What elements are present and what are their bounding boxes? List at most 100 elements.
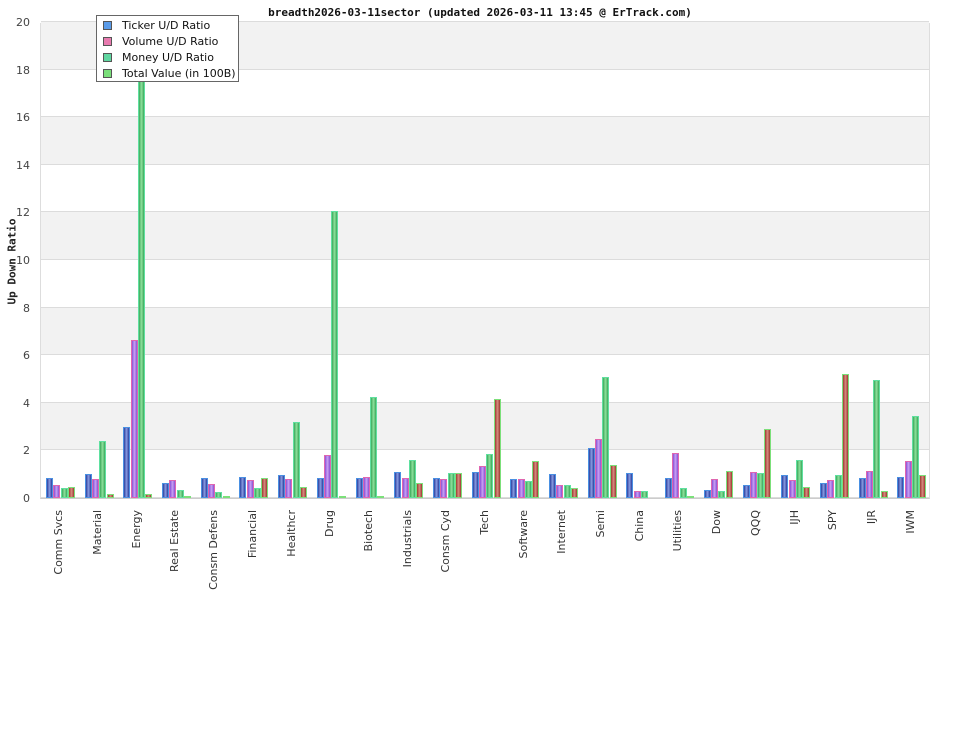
bar-ticker-u-d-ratio [510, 478, 518, 498]
x-tick-label: Internet [555, 510, 569, 554]
bar-ticker-u-d-ratio [587, 448, 595, 498]
bar-volume-u-d-ratio [865, 470, 873, 498]
bar-volume-u-d-ratio [595, 438, 603, 498]
gridline [41, 163, 929, 165]
y-tick-label: 0 [23, 492, 30, 505]
bar-money-u-d-ratio [911, 415, 919, 498]
bar-volume-u-d-ratio [517, 478, 525, 498]
bar-ticker-u-d-ratio [858, 477, 866, 498]
gridline [41, 354, 929, 356]
bar-money-u-d-ratio [370, 396, 378, 498]
bar-volume-u-d-ratio [362, 476, 370, 498]
bar-total-value-in-100b- [803, 487, 811, 498]
gridline [41, 211, 929, 213]
bar-total-value-in-100b- [880, 490, 888, 498]
legend-item: Money U/D Ratio [103, 50, 214, 64]
bar-total-value-in-100b- [106, 494, 114, 498]
bar-volume-u-d-ratio [711, 478, 719, 498]
bar-money-u-d-ratio [641, 490, 649, 498]
legend: Ticker U/D Ratio Volume U/D Ratio Money U/… [96, 15, 239, 82]
x-tick-label: Utilities [671, 510, 685, 552]
bar-total-value-in-100b- [338, 495, 346, 498]
bar-ticker-u-d-ratio [84, 474, 92, 498]
bar-money-u-d-ratio [447, 473, 455, 498]
bar-ticker-u-d-ratio [239, 476, 247, 498]
bar-ticker-u-d-ratio [316, 477, 324, 498]
y-tick-label: 16 [16, 111, 30, 125]
x-tick-label: IWM [903, 510, 917, 534]
plot-area [40, 21, 930, 499]
grid-band [41, 212, 929, 260]
chart-title: breadth2026-03-11sector (updated 2026-03… [268, 6, 692, 19]
x-tick-label: SPY [826, 510, 840, 531]
legend-label: Total Value (in 100B) [122, 66, 236, 80]
gridline [41, 306, 929, 308]
x-tick-label: China [632, 510, 646, 542]
legend-swatch-icon [103, 68, 112, 78]
bar-ticker-u-d-ratio [742, 484, 750, 498]
bar-volume-u-d-ratio [169, 480, 177, 498]
legend-swatch-icon [103, 20, 112, 30]
x-tick-label: Biotech [361, 510, 375, 552]
grid-band [41, 117, 929, 165]
y-tick-label: 14 [16, 158, 30, 172]
bar-money-u-d-ratio [331, 211, 339, 498]
bar-volume-u-d-ratio [324, 455, 332, 498]
y-tick-label: 8 [23, 301, 30, 315]
bar-volume-u-d-ratio [130, 339, 138, 498]
bar-volume-u-d-ratio [440, 478, 448, 498]
bar-ticker-u-d-ratio [665, 477, 673, 498]
x-tick-label: Dow [710, 510, 724, 535]
bar-money-u-d-ratio [679, 488, 687, 498]
bar-volume-u-d-ratio [827, 480, 835, 498]
gridline [41, 401, 929, 403]
bar-total-value-in-100b- [300, 487, 308, 498]
grid-band [41, 355, 929, 403]
bar-volume-u-d-ratio [401, 477, 409, 498]
bar-total-value-in-100b- [609, 464, 617, 498]
x-tick-label: Comm Svcs [52, 510, 66, 575]
bar-money-u-d-ratio [602, 376, 610, 498]
bar-volume-u-d-ratio [91, 478, 99, 498]
bar-total-value-in-100b- [261, 477, 269, 498]
y-tick-label: 2 [23, 444, 30, 458]
bar-ticker-u-d-ratio [123, 426, 131, 498]
bar-money-u-d-ratio [795, 459, 803, 498]
bar-total-value-in-100b- [145, 494, 153, 498]
bar-volume-u-d-ratio [208, 483, 216, 498]
y-tick-label: 20 [16, 16, 30, 29]
bar-total-value-in-100b- [725, 470, 733, 498]
x-tick-label: Energy [129, 510, 143, 549]
bar-money-u-d-ratio [524, 481, 532, 498]
bar-volume-u-d-ratio [478, 465, 486, 498]
legend-item: Total Value (in 100B) [103, 66, 236, 80]
x-tick-label: IJH [787, 510, 801, 525]
bar-volume-u-d-ratio [904, 461, 912, 498]
bar-money-u-d-ratio [137, 79, 145, 498]
x-tick-label: Software [516, 510, 530, 559]
bar-total-value-in-100b- [183, 495, 191, 498]
legend-label: Ticker U/D Ratio [122, 18, 211, 32]
legend-swatch-icon [103, 52, 112, 62]
x-tick-label: Semi [594, 510, 608, 538]
bar-total-value-in-100b- [454, 473, 462, 498]
y-tick-label: 10 [16, 254, 30, 267]
bar-volume-u-d-ratio [246, 480, 254, 498]
bar-volume-u-d-ratio [749, 471, 757, 498]
grid-band [41, 260, 929, 308]
bar-money-u-d-ratio [254, 488, 262, 498]
bar-ticker-u-d-ratio [471, 471, 479, 498]
bar-total-value-in-100b- [222, 495, 230, 498]
bar-ticker-u-d-ratio [432, 477, 440, 498]
bar-money-u-d-ratio [60, 488, 68, 498]
gridline [41, 116, 929, 118]
grid-band [41, 307, 929, 356]
bar-total-value-in-100b- [841, 374, 849, 498]
legend-item: Ticker U/D Ratio [103, 18, 210, 32]
bar-ticker-u-d-ratio [394, 471, 402, 498]
bar-ticker-u-d-ratio [200, 477, 208, 498]
bar-total-value-in-100b- [67, 487, 75, 498]
bar-volume-u-d-ratio [672, 452, 680, 498]
bar-money-u-d-ratio [834, 475, 842, 498]
x-tick-label: QQQ [748, 510, 762, 536]
